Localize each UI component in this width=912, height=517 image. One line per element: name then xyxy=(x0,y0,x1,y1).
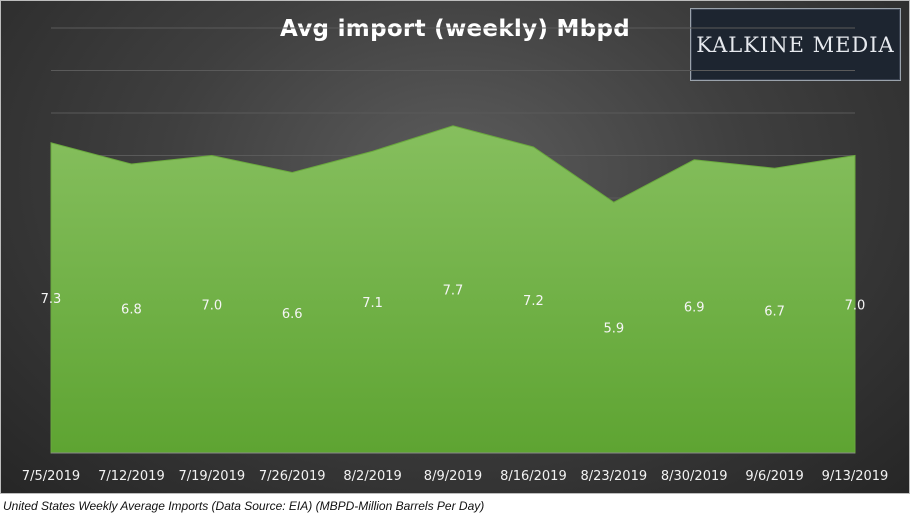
x-tick-label: 8/30/2019 xyxy=(661,469,728,484)
x-tick-label: 9/6/2019 xyxy=(745,469,803,484)
logo-text: KALKINE MEDIA xyxy=(696,32,895,57)
chart-title: Avg import (weekly) Mbpd xyxy=(279,16,631,42)
area-series xyxy=(50,125,856,454)
x-tick-label: 8/23/2019 xyxy=(580,469,647,484)
data-label: 7.0 xyxy=(845,298,866,313)
x-tick-label: 8/9/2019 xyxy=(424,469,482,484)
kalkine-media-logo: KALKINE MEDIA xyxy=(690,8,901,81)
data-label: 7.1 xyxy=(362,296,383,311)
x-tick-label: 8/2/2019 xyxy=(343,469,401,484)
x-axis-ticks: 7/5/2019 7/12/2019 7/19/2019 7/26/2019 8/2/2… xyxy=(22,469,889,484)
x-tick-label: 7/26/2019 xyxy=(259,469,326,484)
data-labels: 7.3 6.8 7.0 6.6 7.1 7.7 7.2 5.9 6.9 6.7 7.0 xyxy=(41,283,866,336)
data-label: 6.8 xyxy=(121,303,142,318)
data-label: 7.0 xyxy=(201,298,222,313)
data-label: 5.9 xyxy=(603,322,624,337)
data-label: 6.9 xyxy=(684,300,705,315)
x-tick-label: 8/16/2019 xyxy=(500,469,567,484)
x-tick-label: 9/13/2019 xyxy=(822,469,889,484)
data-label: 6.7 xyxy=(764,305,785,320)
data-label: 7.7 xyxy=(443,283,464,298)
x-tick-label: 7/5/2019 xyxy=(22,469,80,484)
data-label: 6.6 xyxy=(282,307,303,322)
chart-caption: United States Weekly Average Imports (Da… xyxy=(3,499,485,513)
data-label: 7.3 xyxy=(41,292,62,307)
x-tick-label: 7/19/2019 xyxy=(178,469,245,484)
data-label: 7.2 xyxy=(523,294,544,309)
x-tick-label: 7/12/2019 xyxy=(98,469,165,484)
